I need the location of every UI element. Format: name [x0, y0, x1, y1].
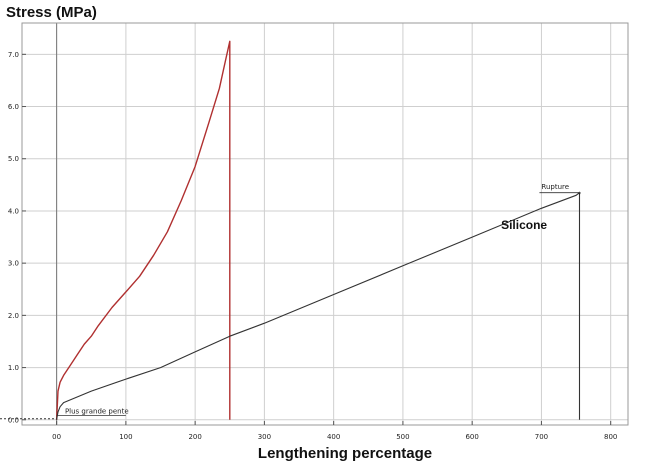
- y-tick-label: 0.0: [8, 416, 19, 424]
- annotation-rupture: Rupture: [541, 183, 569, 191]
- y-tick-label: 4.0: [8, 207, 19, 215]
- x-tick-label: 600: [465, 433, 478, 441]
- x-tick-label: 00: [52, 433, 61, 441]
- annotation-plus-grande-pente: Plus grande pente: [65, 408, 129, 416]
- y-tick-label: 5.0: [8, 155, 19, 163]
- x-tick-label: 300: [258, 433, 271, 441]
- y-tick-label: 3.0: [8, 260, 19, 268]
- x-axis-title: Lengthening percentage: [258, 445, 432, 462]
- x-tick-label: 800: [604, 433, 617, 441]
- plot-frame: [21, 22, 629, 426]
- y-tick-label: 7.0: [8, 51, 19, 59]
- y-tick-label: 1.0: [8, 364, 19, 372]
- series-line-2: [56, 192, 581, 420]
- y-axis-ticks: 0.0 1.0 2.0 3.0 4.0 5.0 6.0 7.0: [8, 51, 26, 424]
- x-tick-label: 200: [188, 433, 201, 441]
- grid: [22, 23, 628, 425]
- x-tick-label: 500: [396, 433, 409, 441]
- y-axis-title: Stress (MPa): [6, 4, 97, 21]
- y-tick-label: 2.0: [8, 312, 19, 320]
- annotations: Plus grande pente Rupture * Silicone: [0, 183, 582, 420]
- x-axis-ticks: 00 100 200 300 400 500 600 700 800: [52, 421, 617, 441]
- rupture-marker: *: [578, 191, 582, 199]
- x-tick-label: 400: [327, 433, 340, 441]
- x-tick-label: 700: [535, 433, 548, 441]
- x-tick-label: 100: [119, 433, 132, 441]
- series-layer: [55, 40, 581, 420]
- y-tick-label: 6.0: [8, 103, 19, 111]
- annotation-silicone: Silicone: [501, 218, 547, 232]
- series-line-1: [55, 40, 231, 420]
